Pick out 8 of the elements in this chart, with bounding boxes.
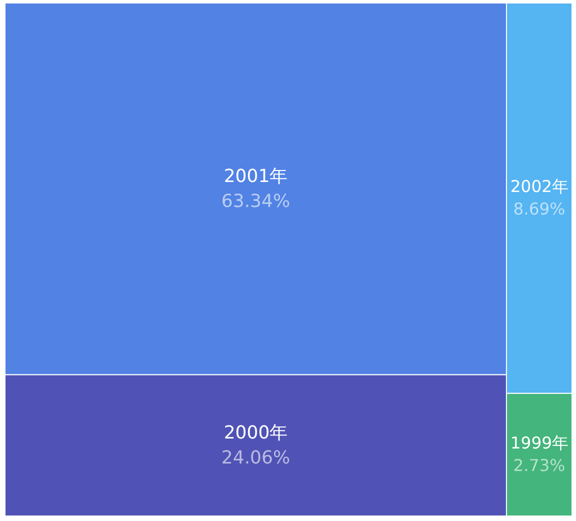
category-label: 1999年 — [510, 433, 568, 452]
data-label: 2.73% — [513, 456, 566, 476]
category-label: 2000年 — [224, 422, 288, 444]
data-label: 24.06% — [221, 448, 290, 469]
category-label: 2001年 — [224, 166, 288, 187]
data-label: 63.34% — [221, 191, 290, 212]
category-label: 2002年 — [510, 176, 568, 196]
data-label: 8.69% — [513, 200, 566, 219]
